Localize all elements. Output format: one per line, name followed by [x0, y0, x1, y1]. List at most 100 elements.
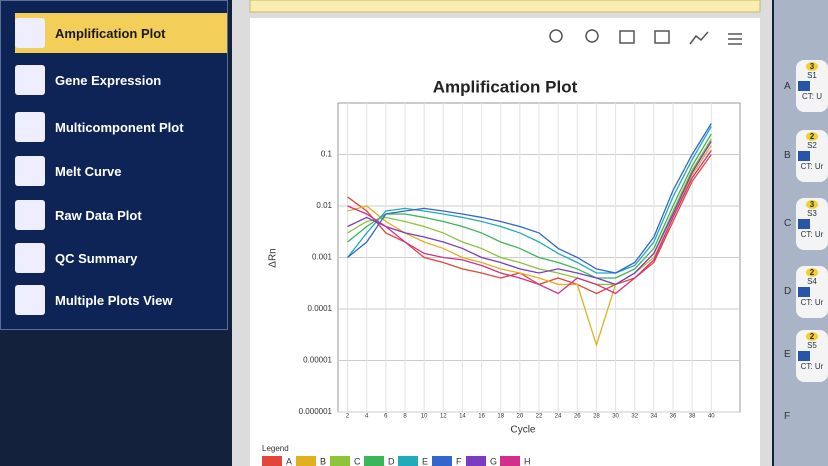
x-tick-label: 8 [403, 414, 407, 420]
x-tick-label: 20 [517, 414, 524, 420]
x-tick-label: 6 [384, 414, 388, 420]
y-tick-label: 0.1 [321, 150, 333, 159]
legend-swatch [466, 456, 486, 466]
row-label: D [784, 286, 792, 297]
x-tick-label: 28 [593, 414, 600, 420]
legend-swatch [398, 456, 418, 466]
x-tick-label: 12 [440, 414, 447, 420]
y-tick-label: 0.0001 [308, 304, 333, 313]
plot-settings-button[interactable] [689, 31, 709, 45]
legend-swatch [364, 456, 384, 466]
series-line [347, 126, 712, 274]
legend-swatch [262, 456, 282, 466]
well[interactable]: 3 S1 CT: U [796, 60, 828, 112]
export-button[interactable] [654, 30, 670, 44]
well-task [798, 287, 810, 297]
legend-swatch [432, 456, 452, 466]
legend-swatch [296, 456, 316, 466]
y-axis-label: ΔRn [268, 248, 279, 267]
well[interactable]: 2 S5 CT: Ur [796, 330, 828, 382]
row-label: F [784, 411, 791, 422]
legend-label: E [422, 456, 428, 466]
zoom-in-button[interactable] [549, 29, 563, 43]
series-line [347, 145, 712, 348]
nav-label: QC Summary [55, 250, 138, 266]
well-ct: CT: Ur [800, 230, 824, 239]
well[interactable]: 2 S4 CT: Ur [796, 266, 828, 318]
well-count: 3 [806, 62, 818, 71]
nav-item[interactable]: QC Summary [15, 238, 227, 278]
nav-label: Multiple Plots View [55, 292, 173, 308]
nav-icon [15, 18, 45, 48]
row-label: E [784, 349, 791, 360]
nav-label: Amplification Plot [55, 25, 166, 41]
series-line [347, 141, 712, 286]
series-line [347, 150, 712, 295]
x-tick-label: 32 [631, 414, 638, 420]
well-task [798, 81, 810, 91]
series-line [347, 123, 712, 274]
legend-label: B [320, 456, 326, 466]
legend-title: Legend [262, 444, 289, 453]
well-count: 2 [806, 268, 818, 277]
x-tick-label: 30 [612, 414, 619, 420]
well-ct: CT: U [802, 92, 822, 101]
well-task [798, 151, 810, 161]
nav-icon [15, 285, 45, 315]
nav-panel: Amplification Plot Gene Expression Multico… [0, 0, 228, 330]
well-ct: CT: Ur [800, 162, 824, 171]
legend-label: C [354, 456, 361, 466]
x-tick-label: 34 [651, 414, 658, 420]
series-line [347, 133, 712, 279]
x-tick-label: 4 [365, 414, 369, 420]
nav-item[interactable]: Multicomponent Plot [15, 107, 227, 147]
legend-label: F [456, 456, 462, 466]
well[interactable]: 3 S3 CT: Ur [796, 198, 828, 250]
plate-panel: A B C D E F 3 S1 CT: U 2 S2 CT: Ur 3 S3 CT: Ur 2 S4 CT: U… [774, 0, 828, 466]
y-tick-label: 0.00001 [303, 356, 332, 365]
x-tick-label: 2 [346, 414, 350, 420]
toolbar [549, 29, 742, 45]
legend-label: D [388, 456, 395, 466]
row-label: C [784, 218, 792, 229]
x-tick-label: 18 [497, 414, 504, 420]
well-task [798, 351, 810, 361]
row-label: B [784, 150, 791, 161]
well-task [798, 219, 810, 229]
nav-item[interactable]: Gene Expression [15, 60, 227, 100]
nav-item[interactable]: Melt Curve [15, 151, 227, 191]
nav-item[interactable]: Amplification Plot [15, 13, 227, 53]
x-tick-label: 40 [708, 414, 715, 420]
nav-label: Melt Curve [55, 163, 122, 179]
nav-icon [15, 65, 45, 95]
legend-label: A [286, 456, 292, 466]
nav-item[interactable]: Multiple Plots View [15, 280, 227, 320]
x-tick-label: 10 [421, 414, 428, 420]
well-count: 3 [806, 200, 818, 209]
well-count: 2 [806, 132, 818, 141]
nav-icon [15, 156, 45, 186]
x-tick-label: 36 [670, 414, 677, 420]
well[interactable]: 2 S2 CT: Ur [796, 130, 828, 182]
x-tick-label: 24 [555, 414, 562, 420]
well-sample: S2 [807, 141, 817, 150]
print-button[interactable] [619, 30, 635, 44]
y-tick-label: 0.000001 [299, 407, 333, 416]
x-axis-label: Cycle [510, 425, 535, 436]
well-ct: CT: Ur [800, 298, 824, 307]
nav-label: Raw Data Plot [55, 207, 142, 223]
x-tick-label: 38 [689, 414, 696, 420]
y-tick-label: 0.01 [316, 201, 332, 210]
x-tick-label: 26 [574, 414, 581, 420]
nav-item[interactable]: Raw Data Plot [15, 195, 227, 235]
y-tick-label: 0.001 [312, 253, 333, 262]
info-bar [249, 0, 761, 13]
well-ct: CT: Ur [800, 362, 824, 371]
legend-swatch [500, 456, 520, 466]
zoom-out-button[interactable] [585, 29, 599, 43]
well-sample: S4 [807, 277, 817, 286]
well-count: 2 [806, 332, 818, 341]
x-tick-label: 16 [478, 414, 485, 420]
well-sample: S3 [807, 209, 817, 218]
